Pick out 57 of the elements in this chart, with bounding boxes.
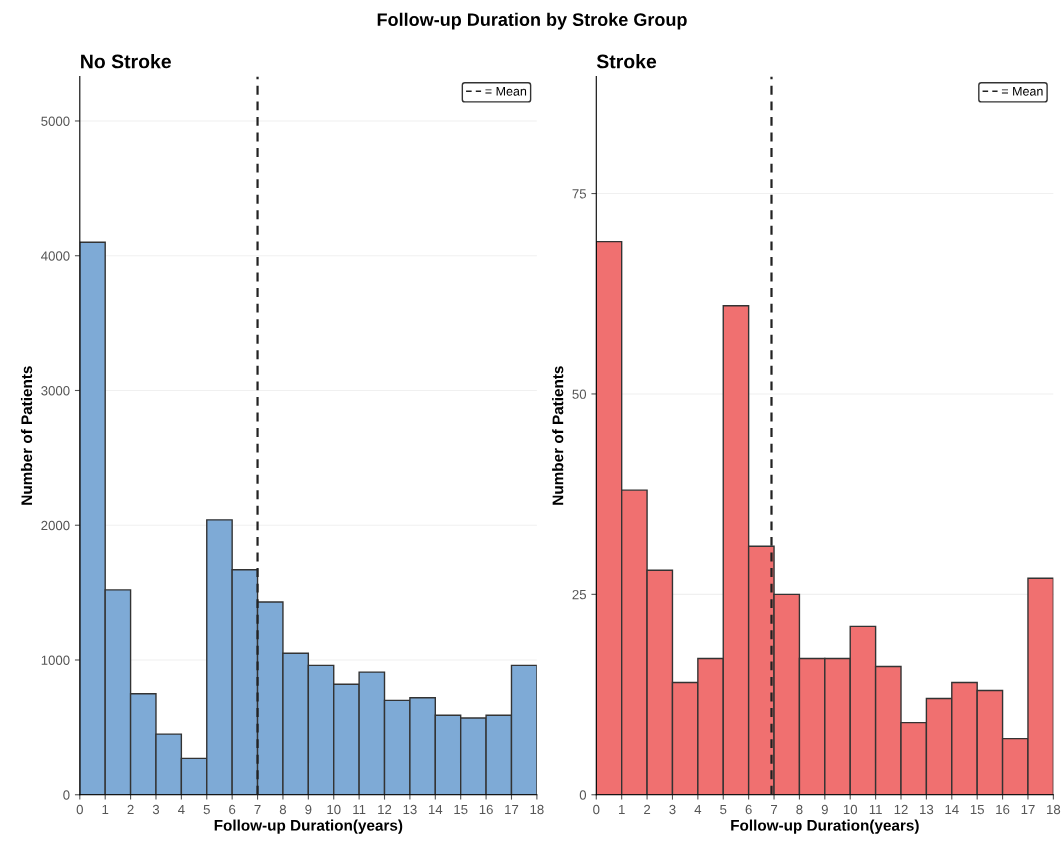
text: Follow-up Duration by Stroke Group	[377, 12, 687, 30]
x-tick-label: 0	[76, 804, 83, 815]
x-tick-label: 14	[428, 804, 443, 815]
x-tick-label: 0	[593, 804, 600, 815]
x-tick-label: 2	[644, 804, 651, 815]
x-tick-label: 17	[505, 804, 519, 815]
x-tick-label: 16	[479, 804, 493, 815]
x-tick-label: 3	[669, 804, 676, 815]
x-axis-title: Follow-up Duration(years)	[214, 819, 403, 834]
x-tick-label: 8	[279, 804, 287, 815]
y-tick-label: 50	[572, 389, 587, 399]
x-tick-label: 1	[102, 804, 109, 815]
x-tick-label: 10	[327, 804, 341, 815]
x-tick-label: 9	[305, 804, 312, 815]
x-tick-label: 11	[869, 804, 882, 815]
x-tick-label: 10	[843, 804, 858, 815]
chart-title: Stroke	[596, 54, 657, 69]
x-tick-label: 4	[694, 804, 702, 815]
x-tick-label: 18	[530, 804, 544, 815]
y-tick-label: 3000	[41, 386, 70, 396]
y-tick-label: 25	[572, 589, 587, 600]
y-tick-label: 4000	[41, 251, 70, 261]
ref-line-label: = Mean	[1001, 86, 1043, 96]
x-tick-label: 5	[720, 804, 727, 815]
x-tick-label: 17	[1021, 804, 1035, 815]
x-tick-label: 7	[771, 804, 778, 815]
x-tick-label: 12	[378, 804, 392, 815]
x-tick-label: 13	[403, 804, 417, 815]
x-tick-label: 5	[203, 804, 210, 815]
x-tick-label: 15	[454, 804, 468, 815]
x-tick-label: 7	[254, 804, 261, 815]
x-tick-label: 2	[127, 804, 134, 815]
x-tick-label: 14	[945, 804, 959, 815]
x-tick-label: 9	[821, 804, 828, 815]
y-tick-label: 1000	[41, 655, 70, 665]
x-tick-label: 16	[996, 804, 1010, 815]
y-tick-label: 75	[572, 189, 587, 199]
x-tick-label: 6	[745, 804, 752, 815]
y-axis-title: Number of Patients	[20, 366, 33, 505]
x-tick-label: 12	[894, 804, 908, 815]
chart-title: No Stroke	[81, 54, 171, 69]
x-tick-label: 6	[229, 804, 236, 815]
x-tick-label: 15	[970, 804, 984, 815]
x-axis-title: Follow-up Duration(years)	[731, 819, 919, 834]
x-tick-label: 8	[796, 804, 803, 815]
x-tick-label: 13	[920, 804, 934, 815]
ref-line-label: = Mean	[485, 86, 527, 96]
y-tick-label: 2000	[41, 520, 70, 531]
x-tick-label: 18	[1047, 804, 1061, 815]
y-tick-label: 0	[63, 790, 70, 800]
y-tick-label: 0	[579, 790, 587, 800]
x-tick-label: 11	[353, 804, 366, 815]
y-axis-title: Number of Patients	[552, 366, 564, 505]
x-tick-label: 4	[178, 804, 185, 815]
x-tick-label: 3	[152, 804, 160, 815]
x-tick-label: 1	[619, 804, 625, 815]
y-tick-label: 5000	[41, 116, 70, 126]
